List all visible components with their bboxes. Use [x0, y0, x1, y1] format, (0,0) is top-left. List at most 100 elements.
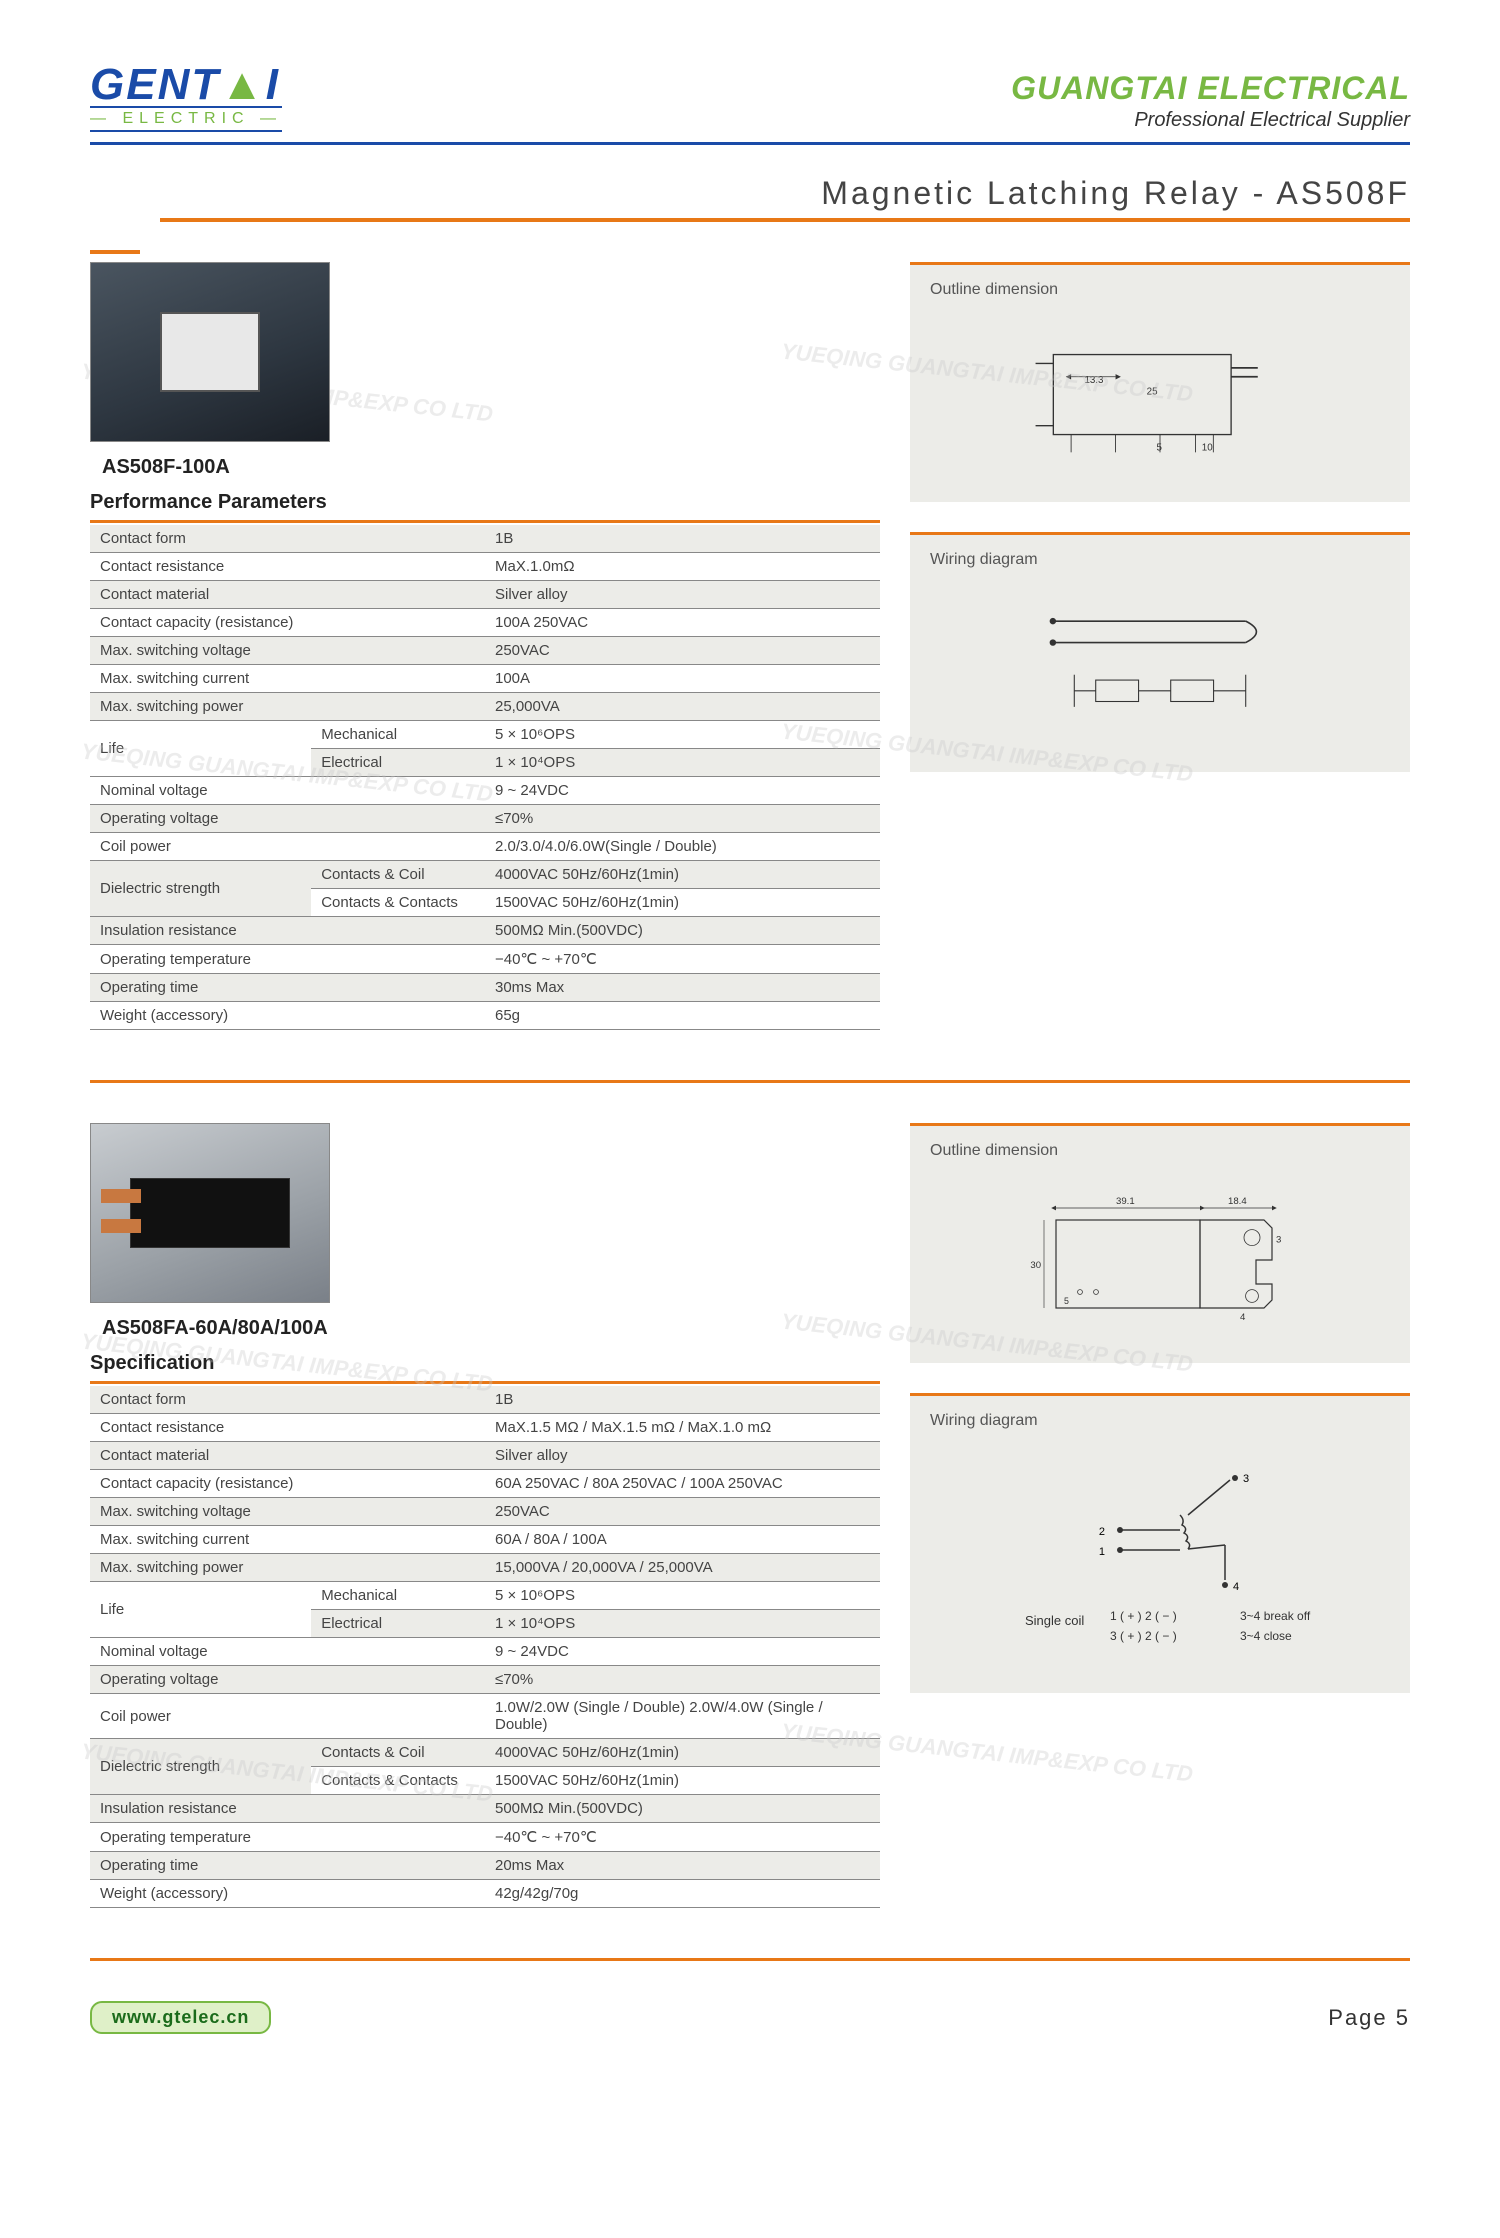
- brand-sub: — ELECTRIC —: [90, 106, 282, 132]
- spec-sublabel: Electrical: [311, 749, 485, 777]
- spec-value: 1500VAC 50Hz/60Hz(1min): [485, 1767, 880, 1795]
- spec-value: 1B: [485, 525, 880, 553]
- spec-label: Insulation resistance: [90, 917, 485, 945]
- spec-label: Contact capacity (resistance): [90, 609, 485, 637]
- spec-label: Max. switching current: [90, 1526, 485, 1554]
- table-row: Dielectric strengthContacts & Coil4000VA…: [90, 861, 880, 889]
- spec-label: Max. switching voltage: [90, 637, 485, 665]
- spec-heading-1: Performance Parameters: [90, 491, 880, 514]
- spec-value: −40℃ ~ +70℃: [485, 1823, 880, 1852]
- spec-value: 65g: [485, 1002, 880, 1030]
- svg-text:2: 2: [1099, 1526, 1105, 1538]
- spec-value: 1B: [485, 1386, 880, 1414]
- product-block-1: AS508F-100A Performance Parameters Conta…: [90, 262, 1410, 1030]
- company-name: GUANGTAI ELECTRICAL: [1011, 70, 1410, 107]
- model-name-2: AS508FA-60A/80A/100A: [90, 1317, 880, 1340]
- spec-value: 250VAC: [485, 637, 880, 665]
- spec-label: Contact form: [90, 1386, 485, 1414]
- spec-value: 42g/42g/70g: [485, 1880, 880, 1908]
- spec-heading-2: Specification: [90, 1352, 880, 1375]
- spec-label: Life: [90, 1582, 311, 1638]
- spec-table-2: Contact form1BContact resistanceMaX.1.5 …: [90, 1386, 880, 1908]
- table-row: Insulation resistance500MΩ Min.(500VDC): [90, 917, 880, 945]
- wiring-title-2: Wiring diagram: [930, 1412, 1390, 1430]
- spec-value: 20ms Max: [485, 1852, 880, 1880]
- spec-value: 60A / 80A / 100A: [485, 1526, 880, 1554]
- table-row: Weight (accessory)65g: [90, 1002, 880, 1030]
- spec-value: 250VAC: [485, 1498, 880, 1526]
- header-right: GUANGTAI ELECTRICAL Professional Electri…: [1011, 70, 1410, 132]
- table-row: LifeMechanical5 × 10⁶OPS: [90, 1582, 880, 1610]
- spec-value: 2.0/3.0/4.0/6.0W(Single / Double): [485, 833, 880, 861]
- title-row: Magnetic Latching Relay - AS508F: [90, 175, 1410, 262]
- product-image-2: [90, 1123, 330, 1303]
- svg-text:4: 4: [1233, 1581, 1239, 1593]
- table-row: Coil power2.0/3.0/4.0/6.0W(Single / Doub…: [90, 833, 880, 861]
- spec-value: 9 ~ 24VDC: [485, 1638, 880, 1666]
- spec-value: ≤70%: [485, 1666, 880, 1694]
- spec-label: Contact resistance: [90, 553, 485, 581]
- datasheet-page: YUEQING GUANGTAI IMP&EXP CO LTD YUEQING …: [0, 0, 1500, 2074]
- brand-name: GENT▲I: [90, 60, 282, 110]
- spec-sublabel: Mechanical: [311, 721, 485, 749]
- spec-value: −40℃ ~ +70℃: [485, 945, 880, 974]
- table-row: Max. switching current100A: [90, 665, 880, 693]
- outline-box-2: Outline dimension 39.1 18.4 30 5 3: [910, 1123, 1410, 1363]
- spec-label: Contact form: [90, 525, 485, 553]
- spec-label: Weight (accessory): [90, 1002, 485, 1030]
- spec-label: Operating temperature: [90, 1823, 485, 1852]
- spec-sublabel: Electrical: [311, 1610, 485, 1638]
- spec-value: 1500VAC 50Hz/60Hz(1min): [485, 889, 880, 917]
- table-row: Insulation resistance500MΩ Min.(500VDC): [90, 1795, 880, 1823]
- svg-text:5: 5: [1064, 1296, 1069, 1306]
- table-row: Contact capacity (resistance)60A 250VAC …: [90, 1470, 880, 1498]
- spec-label: Operating time: [90, 974, 485, 1002]
- footer-url[interactable]: www.gtelec.cn: [90, 2001, 271, 2034]
- svg-text:1: 1: [1099, 1546, 1105, 1558]
- svg-text:30: 30: [1030, 1260, 1041, 1271]
- spec-value: 15,000VA / 20,000VA / 25,000VA: [485, 1554, 880, 1582]
- spec-label: Weight (accessory): [90, 1880, 485, 1908]
- page-number: Page 5: [1328, 2005, 1410, 2031]
- spec-value: Silver alloy: [485, 581, 880, 609]
- table-row: Coil power1.0W/2.0W (Single / Double) 2.…: [90, 1694, 880, 1739]
- spec-value: 1 × 10⁴OPS: [485, 1610, 880, 1638]
- title-rule: [160, 218, 1410, 222]
- svg-text:3: 3: [1243, 1473, 1249, 1485]
- spec-value: ≤70%: [485, 805, 880, 833]
- spec-sublabel: Contacts & Coil: [311, 1739, 485, 1767]
- svg-text:3~4 break off: 3~4 break off: [1240, 1609, 1311, 1623]
- table-row: Dielectric strengthContacts & Coil4000VA…: [90, 1739, 880, 1767]
- spec-label: Max. switching power: [90, 1554, 485, 1582]
- table-row: LifeMechanical5 × 10⁶OPS: [90, 721, 880, 749]
- wiring-title-1: Wiring diagram: [930, 551, 1390, 569]
- outline-box-1: Outline dimension 13.3 25 5 10: [910, 262, 1410, 502]
- table-row: Contact materialSilver alloy: [90, 581, 880, 609]
- spec-value: 1 × 10⁴OPS: [485, 749, 880, 777]
- table-row: Contact resistanceMaX.1.0mΩ: [90, 553, 880, 581]
- section-divider: [90, 1080, 1410, 1083]
- company-tagline: Professional Electrical Supplier: [1011, 109, 1410, 132]
- svg-text:3~4 close: 3~4 close: [1240, 1629, 1292, 1643]
- svg-text:3: 3: [1276, 1234, 1281, 1245]
- spec-label: Nominal voltage: [90, 1638, 485, 1666]
- spec-label: Coil power: [90, 833, 485, 861]
- table-row: Contact capacity (resistance)100A 250VAC: [90, 609, 880, 637]
- spec-label: Operating voltage: [90, 805, 485, 833]
- title-accent: [90, 250, 140, 254]
- spec-rule-2: [90, 1381, 880, 1384]
- table-row: Contact resistanceMaX.1.5 MΩ / MaX.1.5 m…: [90, 1414, 880, 1442]
- wiring-diagram-1: [930, 589, 1390, 739]
- table-row: Max. switching power25,000VA: [90, 693, 880, 721]
- header-rule: [90, 142, 1410, 145]
- spec-label: Operating temperature: [90, 945, 485, 974]
- page-title: Magnetic Latching Relay - AS508F: [160, 175, 1410, 212]
- svg-text:10: 10: [1202, 443, 1213, 454]
- table-row: Max. switching voltage250VAC: [90, 1498, 880, 1526]
- spec-value: 500MΩ Min.(500VDC): [485, 1795, 880, 1823]
- spec-value: 500MΩ Min.(500VDC): [485, 917, 880, 945]
- outline-title-1: Outline dimension: [930, 281, 1390, 299]
- table-row: Contact form1B: [90, 525, 880, 553]
- spec-value: MaX.1.5 MΩ / MaX.1.5 mΩ / MaX.1.0 mΩ: [485, 1414, 880, 1442]
- wiring-box-2: Wiring diagram 2 1 3 4 Single c: [910, 1393, 1410, 1693]
